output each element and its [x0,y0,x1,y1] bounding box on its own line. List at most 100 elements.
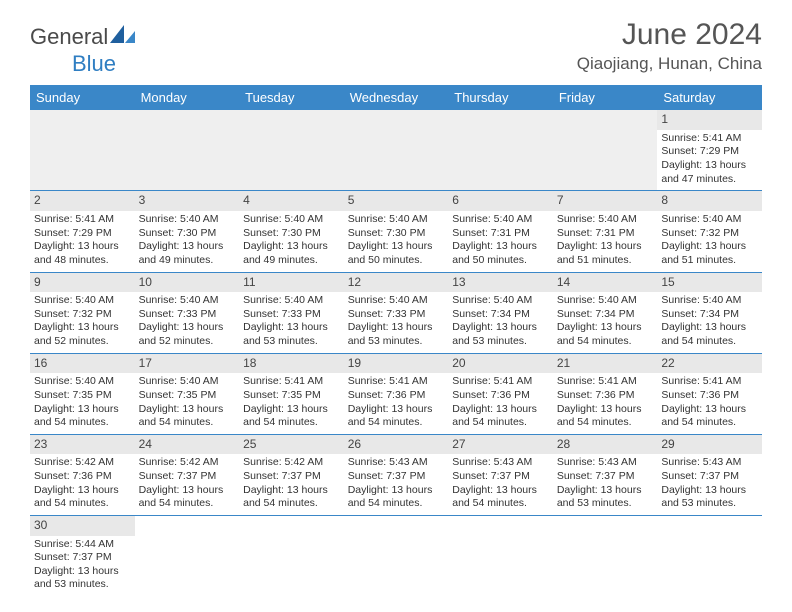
sunset-text: Sunset: 7:35 PM [139,389,236,403]
daylight-text-2: and 54 minutes. [243,416,340,430]
day-content: 2Sunrise: 5:41 AMSunset: 7:29 PMDaylight… [34,191,131,267]
day-number: 24 [135,435,240,455]
day-content: 24Sunrise: 5:42 AMSunset: 7:37 PMDayligh… [139,435,236,511]
daylight-text-2: and 53 minutes. [348,335,445,349]
daylight-text-1: Daylight: 13 hours [348,240,445,254]
daylight-text-1: Daylight: 13 hours [348,403,445,417]
calendar-row: 16 Sunrise: 5:40 AMSunset: 7:35 PM Dayligh… [30,353,762,434]
header: GeneralBlue June 2024 Qiaojiang, Hunan, … [30,18,762,77]
sunrise-text: Sunrise: 5:40 AM [139,213,236,227]
sunrise-text: Sunrise: 5:42 AM [139,456,236,470]
sunrise-text: Sunrise: 5:43 AM [348,456,445,470]
sunset-text: Sunset: 7:33 PM [348,308,445,322]
day-content: 21Sunrise: 5:41 AMSunset: 7:36 PMDayligh… [557,354,654,430]
daylight-text-1: Daylight: 13 hours [34,321,131,335]
calendar-cell: 28Sunrise: 5:43 AMSunset: 7:37 PMDayligh… [553,434,658,515]
day-content: 28Sunrise: 5:43 AMSunset: 7:37 PMDayligh… [557,435,654,511]
calendar-cell: 3Sunrise: 5:40 AMSunset: 7:30 PMDaylight… [135,191,240,272]
calendar-cell [239,110,344,191]
day-content: 22Sunrise: 5:41 AMSunset: 7:36 PMDayligh… [661,354,758,430]
sunset-text: Sunset: 7:36 PM [34,470,131,484]
calendar-cell [135,515,240,596]
calendar-cell: 26Sunrise: 5:43 AMSunset: 7:37 PMDayligh… [344,434,449,515]
brand-text: GeneralBlue [30,24,138,77]
weekday-header: Wednesday [344,85,449,110]
calendar-row: 9Sunrise: 5:40 AMSunset: 7:32 PMDaylight… [30,272,762,353]
weekday-header: Tuesday [239,85,344,110]
sunrise-text: Sunrise: 5:40 AM [139,375,236,389]
day-number: 2 [30,191,135,211]
calendar-cell [135,110,240,191]
sunset-text: Sunset: 7:30 PM [243,227,340,241]
sunrise-text: Sunrise: 5:44 AM [34,538,131,552]
sunset-text: Sunset: 7:34 PM [557,308,654,322]
day-content: 23Sunrise: 5:42 AMSunset: 7:36 PMDayligh… [34,435,131,511]
calendar-body: 1Sunrise: 5:41 AMSunset: 7:29 PMDaylight… [30,110,762,596]
calendar-cell [657,515,762,596]
sunrise-text: Sunrise: 5:43 AM [557,456,654,470]
daylight-text-1: Daylight: 13 hours [557,321,654,335]
calendar-row: 23Sunrise: 5:42 AMSunset: 7:36 PMDayligh… [30,434,762,515]
daylight-text-1: Daylight: 13 hours [34,565,131,579]
daylight-text-2: and 54 minutes. [557,335,654,349]
sunset-text: Sunset: 7:31 PM [557,227,654,241]
calendar-row: 2Sunrise: 5:41 AMSunset: 7:29 PMDaylight… [30,191,762,272]
sunset-text: Sunset: 7:37 PM [34,551,131,565]
sunset-text: Sunset: 7:36 PM [452,389,549,403]
day-number: 26 [344,435,449,455]
daylight-text-2: and 54 minutes. [243,497,340,511]
sunset-text: Sunset: 7:32 PM [34,308,131,322]
sunrise-text: Sunrise: 5:40 AM [661,213,758,227]
day-number: 21 [553,354,658,374]
day-number: 30 [30,516,135,536]
sunset-text: Sunset: 7:34 PM [452,308,549,322]
sunrise-text: Sunrise: 5:40 AM [243,294,340,308]
sunset-text: Sunset: 7:33 PM [139,308,236,322]
day-number: 14 [553,273,658,293]
sunset-text: Sunset: 7:37 PM [452,470,549,484]
daylight-text-1: Daylight: 13 hours [452,321,549,335]
day-number: 29 [657,435,762,455]
day-number: 7 [553,191,658,211]
daylight-text-1: Daylight: 13 hours [661,159,758,173]
daylight-text-2: and 54 minutes. [452,497,549,511]
daylight-text-2: and 53 minutes. [661,497,758,511]
calendar-cell [448,110,553,191]
daylight-text-2: and 54 minutes. [34,497,131,511]
day-content: 4Sunrise: 5:40 AMSunset: 7:30 PMDaylight… [243,191,340,267]
sunrise-text: Sunrise: 5:41 AM [661,375,758,389]
daylight-text-1: Daylight: 13 hours [34,484,131,498]
day-content: 18Sunrise: 5:41 AMSunset: 7:35 PMDayligh… [243,354,340,430]
brand-part2: Blue [72,51,116,76]
daylight-text-2: and 52 minutes. [34,335,131,349]
calendar-cell: 23Sunrise: 5:42 AMSunset: 7:36 PMDayligh… [30,434,135,515]
daylight-text-2: and 53 minutes. [34,578,131,592]
calendar-row: 1Sunrise: 5:41 AMSunset: 7:29 PMDaylight… [30,110,762,191]
day-content: 5Sunrise: 5:40 AMSunset: 7:30 PMDaylight… [348,191,445,267]
day-content: 26Sunrise: 5:43 AMSunset: 7:37 PMDayligh… [348,435,445,511]
sunrise-text: Sunrise: 5:40 AM [243,213,340,227]
calendar-cell: 20Sunrise: 5:41 AMSunset: 7:36 PMDayligh… [448,353,553,434]
brand-logo: GeneralBlue [30,24,138,77]
sunrise-text: Sunrise: 5:41 AM [557,375,654,389]
calendar-cell: 8Sunrise: 5:40 AMSunset: 7:32 PMDaylight… [657,191,762,272]
day-content: 3Sunrise: 5:40 AMSunset: 7:30 PMDaylight… [139,191,236,267]
calendar-cell: 13Sunrise: 5:40 AMSunset: 7:34 PMDayligh… [448,272,553,353]
day-content: 14Sunrise: 5:40 AMSunset: 7:34 PMDayligh… [557,273,654,349]
sunrise-text: Sunrise: 5:41 AM [661,132,758,146]
daylight-text-2: and 53 minutes. [452,335,549,349]
calendar-cell: 5Sunrise: 5:40 AMSunset: 7:30 PMDaylight… [344,191,449,272]
daylight-text-1: Daylight: 13 hours [139,321,236,335]
calendar-cell: 29Sunrise: 5:43 AMSunset: 7:37 PMDayligh… [657,434,762,515]
sunrise-text: Sunrise: 5:41 AM [243,375,340,389]
daylight-text-1: Daylight: 13 hours [34,240,131,254]
calendar-cell: 24Sunrise: 5:42 AMSunset: 7:37 PMDayligh… [135,434,240,515]
day-number: 5 [344,191,449,211]
daylight-text-2: and 54 minutes. [557,416,654,430]
calendar-cell: 10Sunrise: 5:40 AMSunset: 7:33 PMDayligh… [135,272,240,353]
daylight-text-1: Daylight: 13 hours [348,321,445,335]
day-content: 19Sunrise: 5:41 AMSunset: 7:36 PMDayligh… [348,354,445,430]
day-number: 16 [30,354,135,374]
weekday-header: Monday [135,85,240,110]
calendar-page: GeneralBlue June 2024 Qiaojiang, Hunan, … [0,0,792,596]
